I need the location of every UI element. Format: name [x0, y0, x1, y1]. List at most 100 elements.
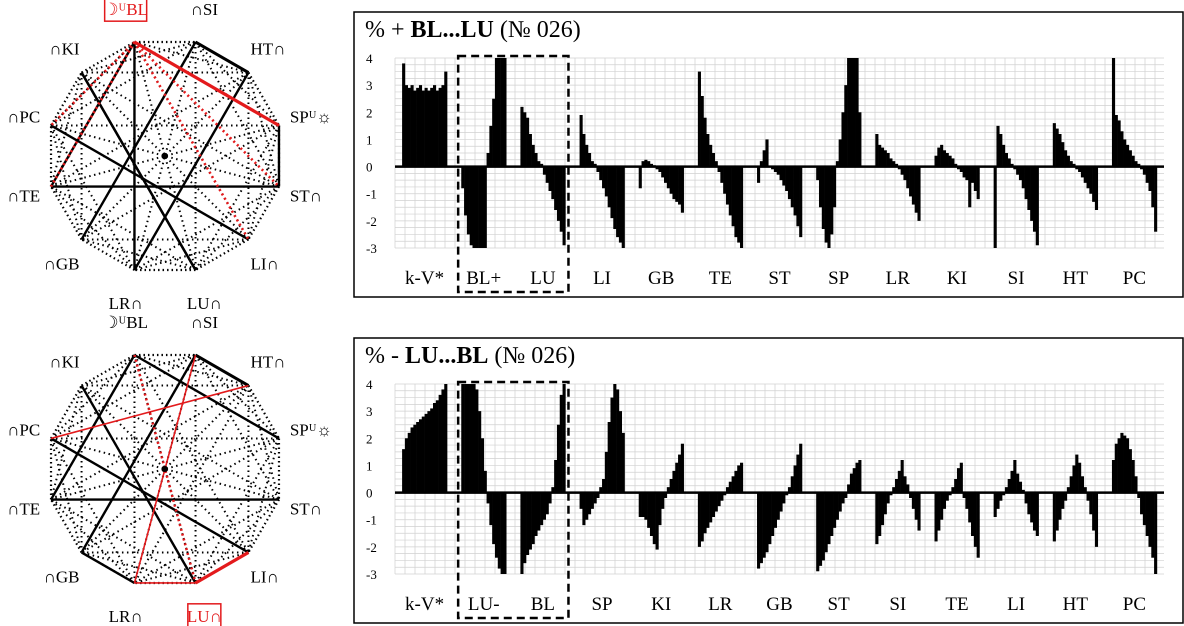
bar	[531, 144, 535, 167]
bar	[714, 492, 718, 512]
diagram-highlight-line	[133, 41, 250, 241]
bar	[847, 58, 851, 167]
bar	[416, 422, 420, 493]
bar	[421, 90, 425, 167]
bar	[737, 166, 741, 243]
bar	[762, 150, 766, 167]
bar	[762, 492, 766, 558]
bar	[962, 492, 966, 498]
diagram-node-label: ST∩	[290, 186, 322, 205]
bar	[793, 465, 797, 493]
bar	[438, 87, 442, 167]
diagram-node-label: ∩GB	[44, 567, 80, 586]
bar	[480, 438, 485, 493]
y-tick-label: -1	[366, 187, 377, 202]
category-label: LU-	[468, 594, 500, 615]
bar	[461, 384, 465, 493]
bar	[472, 166, 476, 248]
diagram-node-label: ∩GB	[44, 254, 80, 273]
bar	[906, 484, 910, 493]
bar	[430, 87, 434, 167]
bar	[483, 470, 487, 493]
bar	[757, 166, 761, 183]
bar	[999, 134, 1003, 167]
bar	[725, 487, 730, 493]
bar	[1010, 470, 1014, 493]
diagram-solid-line	[80, 71, 197, 271]
bar	[540, 163, 544, 167]
diagram-node-label: HT∩	[250, 40, 285, 59]
bar	[768, 492, 772, 545]
bar	[858, 460, 862, 493]
bar	[703, 117, 707, 167]
bar	[1125, 438, 1130, 493]
bar	[999, 492, 1003, 501]
diagram-web-line	[81, 124, 280, 241]
bar	[1024, 166, 1028, 200]
bar	[849, 58, 854, 167]
bar	[1016, 473, 1020, 493]
bar	[903, 476, 907, 493]
bar	[883, 492, 887, 515]
bar	[430, 408, 434, 493]
bar	[706, 134, 710, 167]
bar	[700, 492, 704, 542]
bar	[548, 492, 552, 504]
bar	[1066, 155, 1070, 167]
category-label: LU	[530, 268, 556, 289]
bar	[790, 166, 794, 208]
bar	[478, 411, 482, 493]
bar	[590, 161, 594, 167]
bar	[616, 389, 620, 493]
bar	[585, 144, 589, 167]
bar	[613, 384, 617, 493]
bar	[968, 166, 972, 208]
bar	[759, 492, 763, 564]
bar	[469, 166, 473, 246]
bar	[500, 58, 504, 167]
bar	[680, 166, 684, 213]
bar	[562, 384, 566, 493]
diagram-solid-line	[133, 71, 250, 271]
category-label: KI	[651, 594, 671, 615]
category-label: PC	[1123, 594, 1146, 615]
bar	[1052, 492, 1056, 542]
bar	[830, 492, 834, 536]
bar	[849, 473, 854, 493]
diagram-node-label: ☽ᵁBL	[103, 313, 148, 332]
bar	[909, 166, 913, 197]
bar	[461, 166, 465, 189]
bar	[404, 438, 409, 493]
bar	[725, 166, 730, 205]
diagram-node-label: SPᵁ☼	[290, 421, 332, 440]
bar	[954, 479, 958, 493]
bar	[1018, 481, 1023, 493]
bar	[593, 163, 597, 167]
diagram-node-label: LR∩	[109, 607, 143, 626]
bar	[911, 492, 915, 509]
bar	[492, 492, 496, 545]
bar	[996, 492, 1000, 509]
bar	[973, 166, 977, 191]
bar	[1030, 166, 1034, 221]
diagram-node-label: ∩SI	[191, 0, 219, 19]
bar	[1148, 492, 1152, 547]
bar	[1072, 465, 1076, 493]
bar	[1111, 58, 1116, 167]
bar	[621, 432, 625, 493]
bar	[534, 492, 538, 536]
bar	[638, 166, 642, 189]
bar	[421, 416, 425, 493]
diagram-web-line	[194, 124, 280, 271]
bar	[1145, 166, 1149, 183]
bar	[1092, 166, 1096, 202]
bar	[959, 462, 963, 493]
bar	[776, 166, 780, 175]
bar	[559, 394, 563, 493]
diagram-node-label: ∩KI	[49, 40, 80, 59]
bar	[610, 397, 614, 493]
diagram-node-label: ST∩	[290, 499, 322, 518]
bar	[855, 462, 859, 493]
diagram-highlight-line	[194, 551, 250, 585]
bar	[759, 161, 763, 167]
